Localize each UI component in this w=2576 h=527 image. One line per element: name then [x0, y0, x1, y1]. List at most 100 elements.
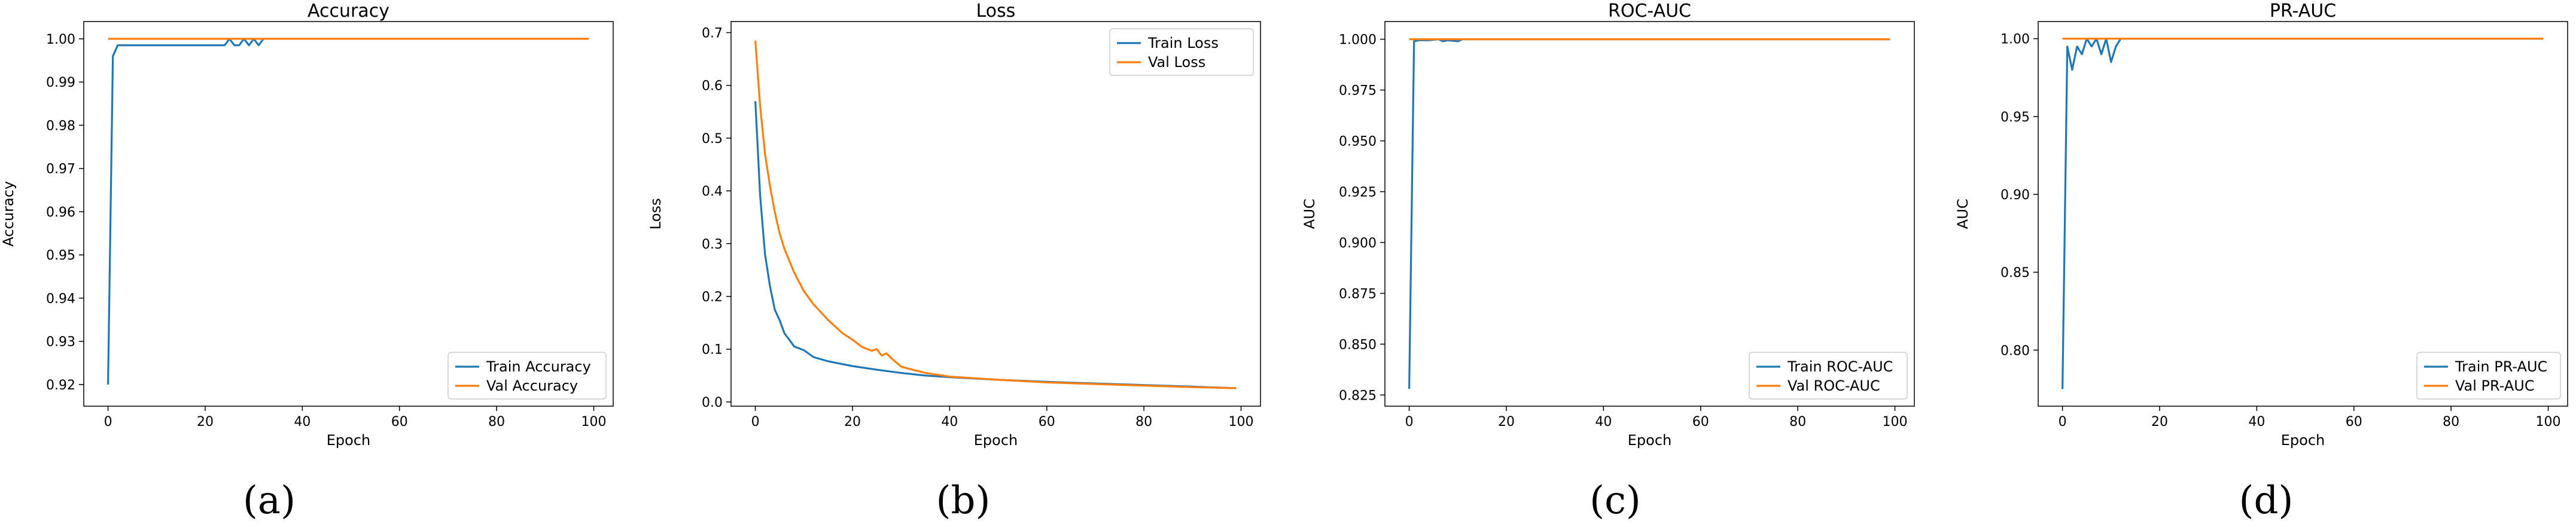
y-tick-label: 0.95 — [46, 248, 75, 263]
series-line-val — [754, 40, 1237, 389]
plot-area-frame — [2038, 21, 2568, 407]
y-tick-label: 0.97 — [46, 162, 75, 177]
panel-caption: (a) — [243, 479, 296, 523]
series-line-train — [1408, 38, 1890, 389]
legend-box — [1749, 352, 1908, 400]
x-axis-label: Epoch — [327, 432, 371, 449]
chart-panel-1: 0 20 40 60 80 100 0.92 0.93 0.94 0.95 0.96 0.97 0.98… — [0, 1, 614, 523]
x-tick-label: 80 — [2443, 415, 2459, 429]
chart-title: Loss — [976, 1, 1016, 22]
y-tick-label: 0.6 — [702, 79, 723, 94]
legend-box — [1109, 28, 1254, 76]
legend-label: Train Loss — [1147, 35, 1219, 51]
x-tick-label: 100 — [581, 415, 607, 429]
chart-panel-3: 0 20 40 60 80 100 0.825 0.850 0.875 0.900 0.925 0.9… — [1301, 1, 1915, 523]
chart-panel-4: 0 20 40 60 80 100 0.80 0.85 0.90 0.95 1.00 PR-AUC Ep… — [1954, 1, 2568, 523]
legend: Train Loss Val Loss — [1109, 28, 1254, 76]
y-tick-label: 0.3 — [702, 237, 723, 252]
x-axis-label: Epoch — [2281, 432, 2325, 449]
legend-label: Train PR-AUC — [2455, 358, 2547, 375]
x-tick-label: 40 — [294, 415, 310, 429]
x-tick-label: 40 — [2248, 415, 2265, 429]
plot-area-frame — [83, 21, 614, 407]
x-tick-label: 40 — [941, 415, 958, 429]
x-tick-label: 100 — [2536, 415, 2561, 429]
legend-label: Train Accuracy — [486, 358, 591, 375]
y-tick-label: 0.85 — [2000, 266, 2030, 281]
y-tick-label: 1.000 — [1339, 33, 1377, 48]
y-axis-label: Accuracy — [0, 181, 17, 247]
y-tick-label: 0.92 — [46, 378, 75, 393]
x-axis-label: Epoch — [1628, 432, 1672, 449]
x-tick-label: 80 — [1789, 415, 1806, 429]
chart-title: PR-AUC — [2270, 1, 2336, 22]
y-tick-label: 0.875 — [1339, 287, 1377, 301]
x-tick-label: 0 — [751, 415, 760, 429]
x-tick-label: 80 — [488, 415, 505, 429]
x-tick-label: 100 — [1229, 415, 1254, 429]
y-tick-label: 0.5 — [702, 132, 723, 147]
y-tick-label: 0.950 — [1339, 134, 1377, 149]
chart-title: Accuracy — [307, 1, 389, 22]
y-tick-label: 0.850 — [1339, 337, 1377, 352]
y-tick-label: 0.7 — [702, 26, 723, 41]
y-tick-label: 0.975 — [1339, 84, 1377, 99]
y-tick-label: 0.925 — [1339, 185, 1377, 200]
legend-label: Val Loss — [1148, 54, 1205, 71]
y-tick-label: 0.99 — [46, 75, 75, 90]
panel-caption: (d) — [2239, 479, 2294, 523]
y-tick-label: 0.98 — [46, 118, 75, 133]
legend-box — [447, 352, 607, 400]
x-axis-label: Epoch — [974, 432, 1018, 449]
legend-label: Val PR-AUC — [2455, 377, 2535, 394]
y-tick-label: 1.00 — [2000, 32, 2030, 47]
x-tick-label: 0 — [104, 415, 112, 429]
legend-box — [2416, 352, 2561, 400]
y-tick-label: 0.900 — [1339, 236, 1377, 251]
y-tick-label: 0.90 — [2000, 188, 2030, 203]
legend: Train Accuracy Val Accuracy — [447, 352, 607, 400]
y-tick-label: 0.2 — [702, 290, 723, 305]
x-tick-label: 60 — [1692, 415, 1709, 429]
y-axis-label: Loss — [647, 198, 664, 230]
panel-caption: (b) — [936, 479, 991, 523]
y-tick-label: 0.0 — [702, 395, 723, 410]
y-tick-label: 0.93 — [46, 335, 75, 350]
y-tick-label: 0.1 — [702, 343, 723, 358]
x-tick-label: 60 — [391, 415, 408, 429]
series-line-train — [754, 101, 1237, 389]
y-tick-label: 0.4 — [702, 184, 723, 199]
y-tick-label: 0.80 — [2000, 343, 2030, 358]
legend-label: Val ROC-AUC — [1788, 377, 1880, 394]
y-axis-label: AUC — [1301, 199, 1318, 229]
legend-label: Train ROC-AUC — [1787, 358, 1893, 375]
y-tick-label: 0.94 — [46, 291, 75, 306]
y-tick-label: 1.00 — [46, 32, 75, 47]
y-tick-label: 0.96 — [46, 205, 75, 220]
x-tick-label: 80 — [1135, 415, 1152, 429]
plot-area-frame — [1384, 21, 1915, 407]
x-tick-label: 20 — [1498, 415, 1515, 429]
x-tick-label: 20 — [844, 415, 861, 429]
plot-area-frame — [730, 21, 1261, 407]
legend: Train PR-AUC Val PR-AUC — [2416, 352, 2561, 400]
x-tick-label: 60 — [1039, 415, 1055, 429]
y-tick-label: 0.825 — [1339, 388, 1377, 403]
panel-caption: (c) — [1590, 479, 1641, 523]
x-tick-label: 0 — [2059, 415, 2067, 429]
series-line-train — [2062, 37, 2544, 389]
x-tick-label: 40 — [1595, 415, 1612, 429]
legend: Train ROC-AUC Val ROC-AUC — [1749, 352, 1908, 400]
y-tick-label: 0.95 — [2000, 110, 2030, 125]
legend-label: Val Accuracy — [486, 377, 578, 394]
x-tick-label: 20 — [197, 415, 214, 429]
x-tick-label: 20 — [2151, 415, 2168, 429]
chart-panel-2: 0 20 40 60 80 100 0.0 0.1 0.2 0.3 0.4 0.5 0.6 0.7 Loss… — [647, 1, 1261, 523]
x-tick-label: 100 — [1883, 415, 1908, 429]
x-tick-label: 60 — [2346, 415, 2362, 429]
y-axis-label: AUC — [1954, 199, 1971, 229]
x-tick-label: 0 — [1405, 415, 1414, 429]
chart-title: ROC-AUC — [1608, 1, 1691, 22]
series-line-train — [107, 38, 589, 385]
